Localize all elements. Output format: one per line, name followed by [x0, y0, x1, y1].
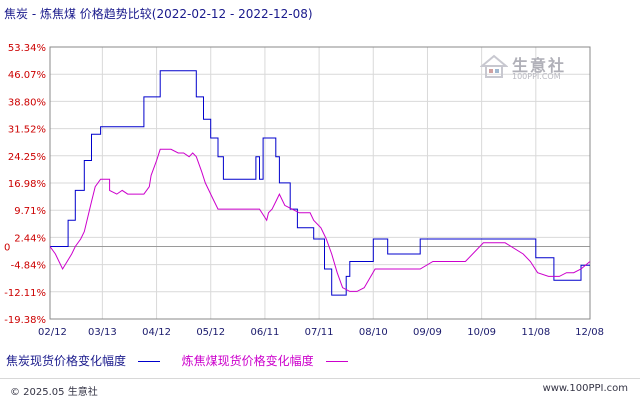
footer: © 2025.05 生意社 www.100PPI.com: [0, 378, 640, 401]
chart-legend: 焦炭现货价格变化幅度 炼焦煤现货价格变化幅度: [6, 352, 366, 369]
y-tick-label: 16.98%: [8, 179, 46, 190]
legend-item-coking-coal: 炼焦煤现货价格变化幅度: [182, 352, 348, 369]
chart-title: 焦炭 - 炼焦煤 价格趋势比较(2022-02-12 - 2022-12-08): [4, 7, 313, 21]
y-tick-label: -12.11%: [4, 288, 46, 299]
line-chart: 53.34% 46.07% 38.80% 31.52% 24.25% 16.98% 9.71…: [4, 43, 604, 338]
x-tick-label: 05/12: [196, 327, 225, 338]
y-tick-label: 31.52%: [8, 125, 46, 136]
x-tick-label: 04/12: [142, 327, 171, 338]
y-tick-label: 9.71%: [14, 206, 46, 217]
x-tick-label: 10/09: [467, 327, 496, 338]
watermark-logo: 生意社 100PPI.COM: [479, 53, 564, 83]
x-tick-label: 07/11: [305, 327, 334, 338]
y-tick-label: -19.38%: [4, 315, 46, 326]
x-tick-label: 09/09: [413, 327, 442, 338]
y-tick-label: 24.25%: [8, 152, 46, 163]
plot-area-frame: [49, 46, 591, 320]
legend-swatch-coking-coal: [325, 361, 348, 362]
house-logo-icon: [479, 54, 509, 78]
x-tick-label: 02/12: [38, 327, 67, 338]
x-tick-label: 11/08: [521, 327, 550, 338]
zero-label: 0: [4, 243, 10, 254]
legend-label-coke: 焦炭现货价格变化幅度: [6, 354, 127, 368]
watermark-url: 100PPI.COM: [512, 72, 561, 81]
legend-label-coking-coal: 炼焦煤现货价格变化幅度: [181, 354, 314, 368]
y-tick-label: 53.34%: [8, 43, 46, 54]
x-tick-label: 08/10: [359, 327, 388, 338]
x-tick-label: 06/11: [251, 327, 280, 338]
series-line-coking-coal: [49, 148, 591, 292]
legend-item-coke: 焦炭现货价格变化幅度: [6, 352, 160, 369]
x-tick-label: 12/08: [575, 327, 604, 338]
y-tick-label: 46.07%: [8, 70, 46, 81]
x-tick-label: 03/13: [88, 327, 117, 338]
series-line-coke: [50, 70, 590, 296]
footer-copyright: © 2025.05 生意社: [10, 387, 98, 398]
legend-swatch-coke: [137, 361, 160, 362]
watermark-name: 生意社: [512, 56, 567, 75]
footer-site-link[interactable]: www.100PPI.com: [542, 383, 628, 394]
y-tick-label: -4.84%: [11, 261, 46, 272]
y-tick-label: 2.44%: [14, 233, 46, 244]
y-tick-label: 38.80%: [8, 97, 46, 108]
